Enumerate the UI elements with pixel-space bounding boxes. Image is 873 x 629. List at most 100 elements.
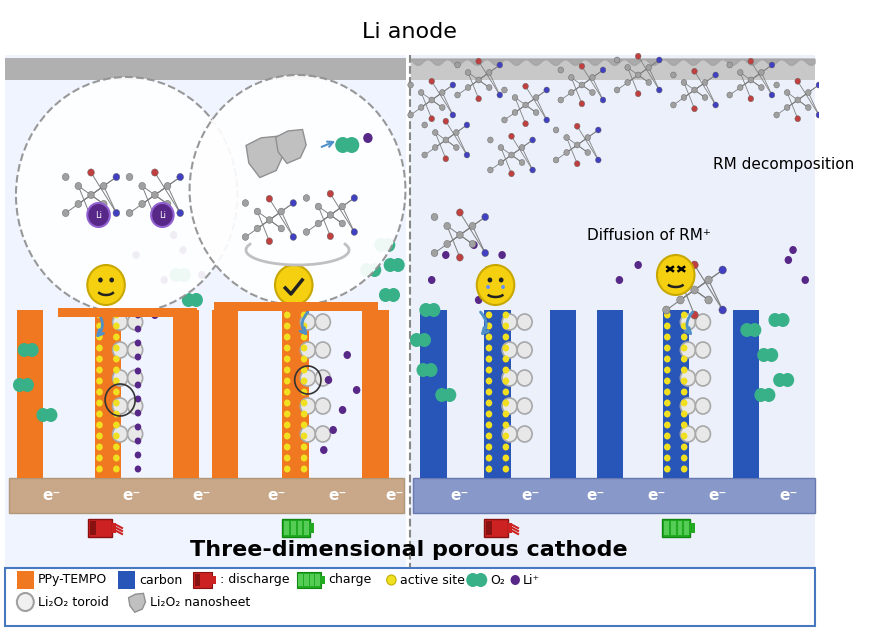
Circle shape: [284, 421, 291, 428]
Circle shape: [482, 250, 489, 257]
Circle shape: [475, 296, 483, 304]
Text: e⁻: e⁻: [709, 489, 727, 503]
Circle shape: [464, 122, 470, 128]
Circle shape: [284, 433, 291, 440]
Circle shape: [503, 355, 509, 362]
Text: Diffusion of RM⁺: Diffusion of RM⁺: [587, 228, 711, 243]
Circle shape: [382, 238, 395, 252]
Circle shape: [254, 208, 260, 215]
Circle shape: [503, 345, 509, 352]
Bar: [304, 574, 309, 586]
Circle shape: [383, 258, 397, 272]
Circle shape: [681, 323, 687, 330]
Circle shape: [466, 573, 479, 587]
Circle shape: [152, 214, 158, 221]
Circle shape: [680, 314, 696, 330]
Circle shape: [457, 254, 464, 261]
Circle shape: [656, 87, 662, 93]
Circle shape: [315, 398, 330, 414]
Text: Three-dimensional porous cathode: Three-dimensional porous cathode: [190, 540, 628, 560]
Circle shape: [485, 333, 492, 340]
Circle shape: [681, 389, 687, 396]
Circle shape: [502, 342, 517, 358]
Circle shape: [113, 426, 127, 442]
Circle shape: [443, 388, 457, 402]
Circle shape: [134, 382, 141, 389]
Circle shape: [502, 117, 507, 123]
Circle shape: [457, 231, 464, 238]
Circle shape: [455, 92, 460, 98]
Circle shape: [512, 94, 518, 101]
Circle shape: [424, 363, 437, 377]
Circle shape: [134, 409, 141, 416]
Circle shape: [17, 593, 34, 611]
Bar: [508, 523, 512, 533]
Circle shape: [432, 130, 438, 135]
Circle shape: [134, 423, 141, 430]
Circle shape: [301, 389, 307, 396]
Circle shape: [139, 201, 146, 208]
Circle shape: [351, 228, 357, 235]
Circle shape: [134, 438, 141, 445]
Circle shape: [87, 214, 94, 221]
Circle shape: [476, 96, 481, 102]
Circle shape: [284, 411, 291, 418]
Circle shape: [113, 443, 120, 450]
Bar: [411, 58, 815, 80]
Circle shape: [530, 167, 535, 173]
Circle shape: [509, 133, 514, 139]
Circle shape: [75, 182, 82, 189]
Circle shape: [487, 137, 493, 143]
Circle shape: [476, 58, 481, 64]
Circle shape: [681, 367, 687, 374]
Circle shape: [705, 276, 712, 284]
Circle shape: [589, 74, 595, 81]
Circle shape: [96, 465, 103, 472]
Circle shape: [164, 201, 171, 208]
Text: charge: charge: [328, 574, 372, 586]
Circle shape: [301, 433, 307, 440]
Circle shape: [422, 122, 428, 128]
Circle shape: [113, 411, 120, 418]
Circle shape: [579, 64, 585, 69]
Circle shape: [485, 465, 492, 472]
Circle shape: [284, 465, 291, 472]
Circle shape: [387, 575, 396, 585]
Circle shape: [301, 399, 307, 406]
Bar: [485, 310, 511, 478]
Circle shape: [113, 370, 127, 386]
Circle shape: [429, 116, 435, 122]
Bar: [664, 521, 670, 535]
Circle shape: [625, 79, 630, 86]
Circle shape: [795, 116, 801, 122]
Circle shape: [127, 342, 142, 358]
Circle shape: [664, 323, 670, 330]
Text: e⁻: e⁻: [193, 489, 211, 503]
Circle shape: [450, 82, 456, 88]
Circle shape: [465, 84, 471, 91]
Circle shape: [100, 201, 107, 208]
Circle shape: [152, 191, 158, 199]
Circle shape: [134, 311, 141, 318]
Circle shape: [498, 145, 504, 150]
Circle shape: [485, 367, 492, 374]
Circle shape: [375, 238, 388, 252]
Bar: [677, 521, 683, 535]
Circle shape: [301, 455, 307, 462]
Circle shape: [113, 455, 120, 462]
Circle shape: [392, 258, 405, 272]
Circle shape: [351, 194, 357, 201]
Circle shape: [680, 342, 696, 358]
Polygon shape: [128, 593, 146, 612]
Circle shape: [795, 78, 801, 84]
Circle shape: [87, 191, 94, 199]
Circle shape: [134, 325, 141, 333]
Circle shape: [278, 208, 285, 215]
Circle shape: [329, 426, 337, 434]
Circle shape: [422, 152, 428, 158]
Circle shape: [748, 77, 753, 83]
Circle shape: [681, 443, 687, 450]
Circle shape: [301, 367, 307, 374]
Bar: [298, 521, 302, 535]
Bar: [299, 574, 303, 586]
